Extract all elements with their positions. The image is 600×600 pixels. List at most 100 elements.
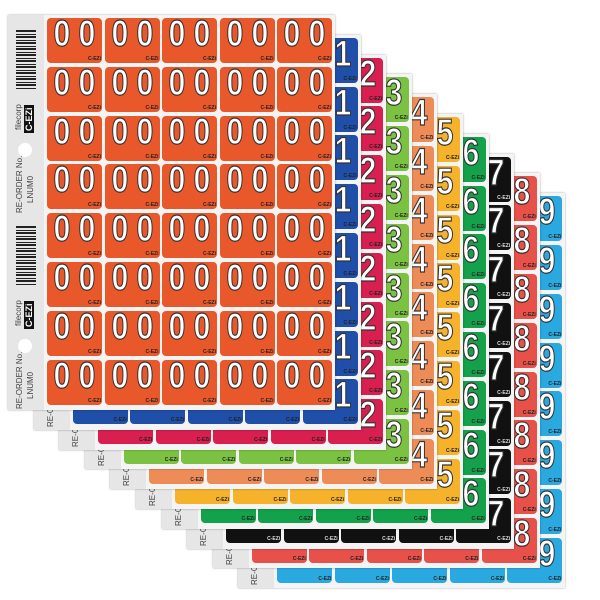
label-digit: 5 [436,409,454,446]
label-brand-mark: C-EZi [279,456,293,463]
label-brand-mark: C-EZi [420,476,434,483]
label-digit: 1 [334,86,352,123]
reorder-code: LNUM0 [26,371,35,399]
number-label: 0 0 C-EZi [47,262,102,307]
label-digit: 7 [487,156,505,193]
number-label: 0 0 C-EZi [219,310,275,356]
number-label: 0 0 C-EZi [277,115,332,161]
label-digit: 6 [462,234,480,271]
label-digit: 2 [359,301,377,338]
number-label: 0 0 C-EZi [47,18,102,63]
label-digit: 4 [410,438,428,475]
label-digit: 0 [111,115,129,152]
barcode-icon [16,29,36,89]
label-digit: 0 [226,18,244,54]
label-brand-mark: C-EZi [164,456,178,463]
label-brand-mark: C-EZi [190,476,204,483]
label-brand-mark: C-EZi [87,300,101,306]
number-label: 0 0 C-EZi [162,213,217,259]
label-digit: 7 [487,351,505,388]
label-brand-mark: C-EZi [445,447,459,454]
number-label: 0 0 C-EZi [104,359,160,405]
label-brand-mark: C-EZi [343,75,357,82]
label-brand-mark: C-EZi [548,526,562,533]
label-brand-mark: C-EZi [471,369,485,376]
label-brand-mark: C-EZi [497,487,511,494]
number-label: 0 0 C-EZi [219,164,275,210]
label-brand-mark: C-EZi [497,340,511,347]
label-digit: 4 [410,145,428,182]
label-brand-mark: C-EZi [369,193,383,200]
label-brand-mark: C-EZi [362,476,376,483]
number-label: 0 0 C-EZi [104,115,160,161]
label-digit: 0 [193,115,211,152]
label-brand-mark: C-EZi [222,456,236,463]
label-digit: 0 [251,18,269,54]
label-digit: 2 [359,252,377,289]
label-digit: 0 [168,262,186,298]
label-digit: 0 [136,310,154,347]
brand-text: filecorp [14,104,23,130]
label-brand-mark: C-EZi [202,348,216,355]
label-brand-mark: C-EZi [375,575,389,582]
label-brand-mark: C-EZi [522,507,536,514]
label-brand-mark: C-EZi [202,251,216,258]
label-digit: 0 [111,310,129,347]
label-digit: 7 [487,449,505,486]
label-brand-mark: C-EZi [87,251,101,258]
label-brand-mark: C-EZi [522,409,536,416]
label-brand-mark: C-EZi [471,272,485,279]
label-digit: 0 [111,18,129,54]
label-brand-mark: C-EZi [267,536,281,543]
label-brand-mark: C-EZi [317,56,331,62]
number-label: 0 0 C-EZi [277,66,332,112]
reorder-code: LNUM0 [26,175,35,203]
label-digit: 4 [410,97,428,134]
label-sheet-0: filecorp C-EZi RE-ORDER No. LNUM0 filecorp C-… [8,15,335,410]
label-digit: 0 [53,66,71,103]
label-brand-mark: C-EZi [445,203,459,210]
label-digit: 7 [487,254,505,291]
label-digit: 0 [251,164,269,201]
label-digit: 3 [385,370,403,407]
label-brand-mark: C-EZi [145,251,159,258]
label-digit: 0 [193,66,211,103]
number-label: 0 0 C-EZi [47,359,102,405]
label-digit: 0 [111,164,129,201]
label-brand-mark: C-EZi [343,173,357,180]
label-digit: 9 [538,537,556,574]
label-brand-mark: C-EZi [87,202,101,209]
label-brand-mark: C-EZi [317,153,331,160]
number-label: 0 0 C-EZi [219,115,275,161]
label-digit: 0 [308,164,326,201]
label-brand-mark: C-EZi [394,261,408,268]
number-label: 0 0 C-EZi [277,213,332,259]
label-brand-mark: C-EZi [369,339,383,346]
label-digit: 7 [487,302,505,339]
label-digit: 8 [513,273,531,310]
label-brand-mark: C-EZi [497,194,511,201]
label-brand-mark: C-EZi [286,417,300,424]
label-digit: 4 [410,292,428,329]
label-brand-mark: C-EZi [414,516,428,523]
label-brand-mark: C-EZi [254,437,268,444]
label-digit: 2 [359,57,377,94]
label-digit: 0 [111,66,129,103]
label-brand-mark: C-EZi [87,397,101,404]
label-digit: 0 [53,310,71,347]
label-brand-mark: C-EZi [394,115,408,122]
label-digit: 0 [193,359,211,396]
label-brand-mark: C-EZi [196,437,210,444]
label-brand-mark: C-EZi [369,290,383,297]
label-digit: 0 [283,310,301,347]
label-digit: 9 [538,391,556,428]
label-brand-mark: C-EZi [202,104,216,111]
label-digit: 7 [487,205,505,242]
label-digit: 0 [226,359,244,396]
label-brand-mark: C-EZi [548,380,562,387]
number-label: 0 0 C-EZi [219,213,275,259]
label-brand-mark: C-EZi [145,104,159,111]
label-brand-mark: C-EZi [445,155,459,161]
label-brand-mark: C-EZi [299,516,313,523]
label-digit: 0 [226,66,244,103]
